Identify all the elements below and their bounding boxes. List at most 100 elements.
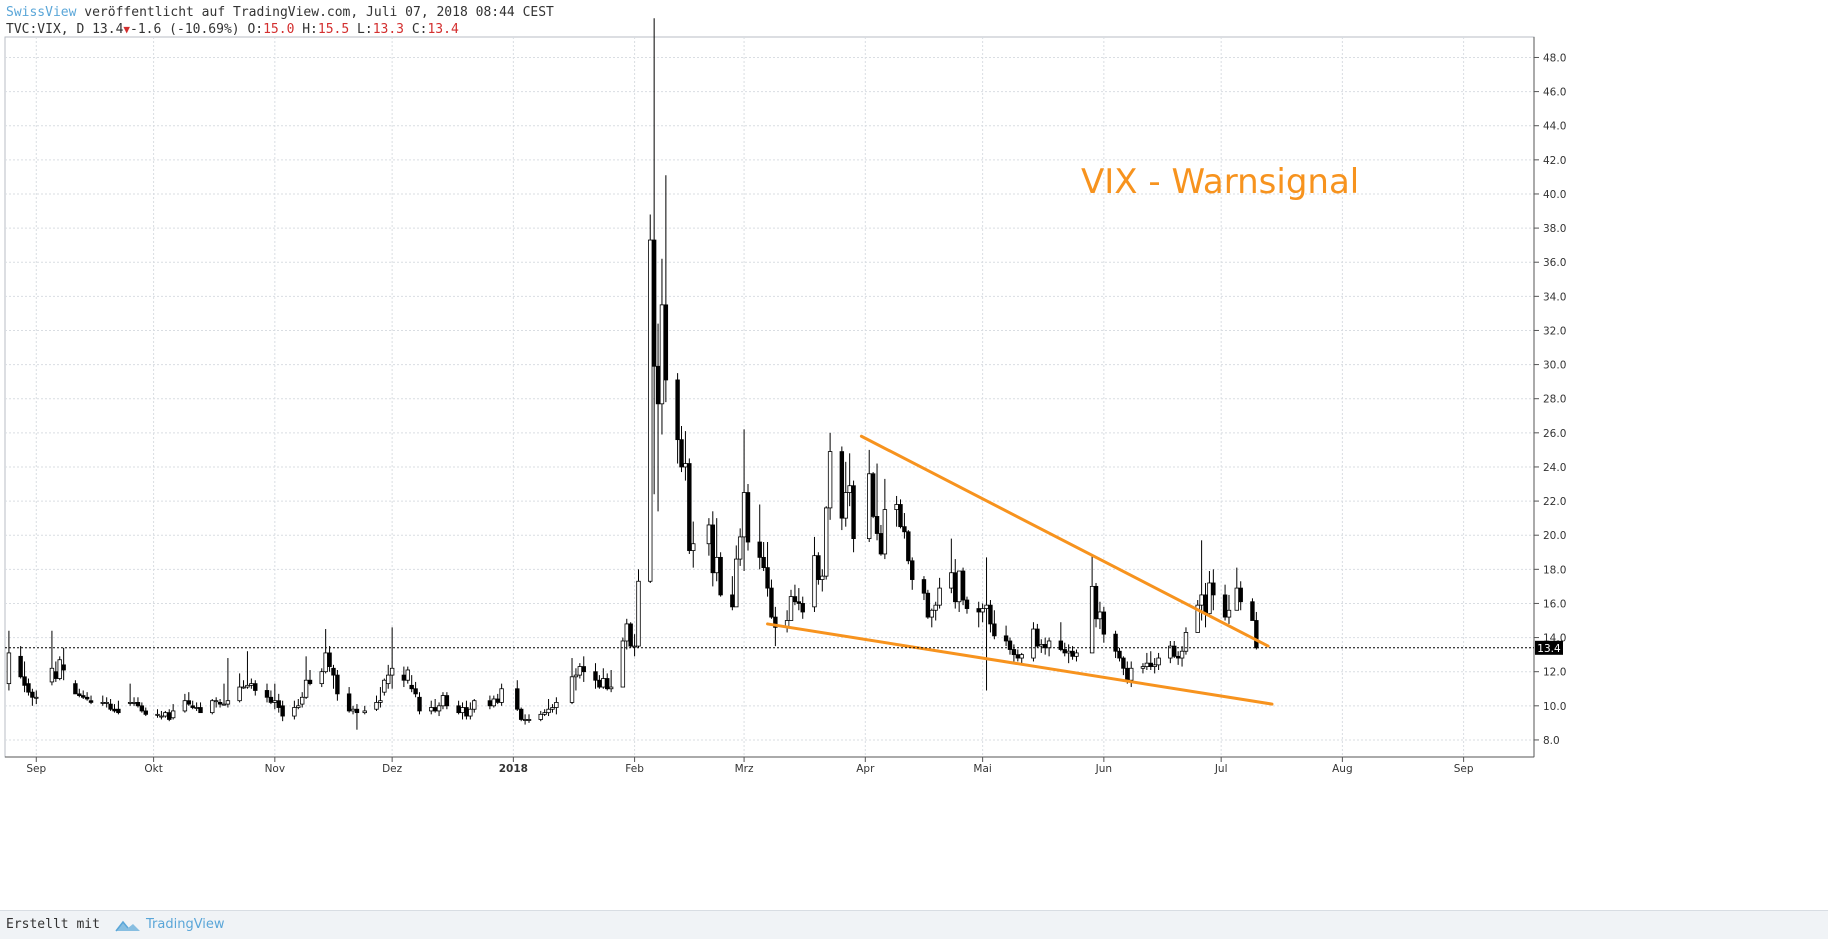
candle: [217, 698, 223, 708]
candle: [800, 596, 805, 619]
candle: [796, 588, 802, 611]
x-tick-label: Nov: [265, 763, 286, 775]
candle: [933, 601, 938, 621]
candles-layer: [6, 18, 1259, 730]
candle-body: [1207, 582, 1212, 615]
down-arrow-icon: ▼: [123, 23, 131, 36]
candle: [1117, 647, 1122, 662]
candle-body: [569, 676, 575, 703]
candle-body: [910, 560, 915, 580]
candle: [734, 545, 739, 608]
candle-body: [186, 700, 191, 705]
candle-body: [264, 690, 270, 698]
candle-body: [824, 507, 829, 577]
y-tick-label: 48.0: [1543, 52, 1566, 64]
candle-body: [1019, 654, 1024, 659]
candle-body: [127, 702, 133, 704]
tradingview-link[interactable]: TradingView: [146, 917, 225, 932]
candle: [1226, 594, 1232, 624]
candle: [648, 214, 653, 583]
candle-body: [1234, 587, 1240, 611]
candle-body: [820, 575, 825, 580]
candle: [706, 518, 712, 556]
candle: [213, 697, 219, 708]
trendlines-layer: [766, 434, 1274, 706]
candle: [542, 709, 547, 717]
y-tick-label: 44.0: [1543, 121, 1566, 133]
low-value: 13.3: [372, 22, 404, 37]
candle-body: [550, 707, 555, 710]
candle-body: [346, 693, 352, 712]
author-link[interactable]: SwissView: [6, 5, 77, 20]
candle-body: [906, 531, 911, 562]
candle: [851, 480, 856, 553]
candle: [1015, 649, 1021, 662]
candle: [605, 673, 610, 691]
candle: [100, 695, 105, 706]
y-tick-label: 42.0: [1543, 155, 1566, 167]
y-tick-label: 46.0: [1543, 87, 1566, 99]
candle-body: [925, 592, 931, 618]
candle: [526, 714, 532, 723]
candle: [350, 705, 356, 715]
candle: [34, 690, 39, 705]
candle: [538, 710, 543, 722]
candle: [1203, 582, 1208, 628]
candle-body: [22, 676, 27, 686]
candle-body: [1195, 604, 1200, 633]
candle: [1168, 640, 1173, 664]
candle-body: [788, 596, 794, 621]
candle-body: [1199, 594, 1204, 606]
candle-body: [675, 379, 680, 441]
candle: [1019, 652, 1024, 664]
candle-body: [73, 683, 78, 695]
plot-frame: [4, 36, 1535, 758]
candle-body: [104, 702, 109, 704]
candle-body: [389, 667, 395, 676]
candle: [1172, 640, 1177, 659]
candle: [296, 698, 301, 710]
candle: [1101, 606, 1107, 643]
candle: [268, 690, 274, 705]
candle: [194, 702, 199, 711]
candle-body: [1226, 609, 1232, 618]
candle-body: [988, 604, 993, 625]
candle-body: [628, 623, 633, 647]
candle: [910, 557, 915, 590]
candle-body: [812, 555, 817, 608]
candle: [788, 589, 794, 621]
close-label: C:: [411, 22, 428, 37]
candle-body: [933, 604, 938, 611]
publish-line: SwissView veröffentlicht auf TradingView…: [6, 4, 554, 21]
candle: [1222, 584, 1228, 621]
candle: [824, 506, 829, 580]
y-tick-label: 8.0: [1543, 735, 1560, 747]
candle-body: [1254, 620, 1259, 649]
candle-body: [237, 686, 242, 702]
candle: [1211, 569, 1216, 611]
candle: [761, 542, 766, 572]
candle-body: [155, 713, 160, 716]
candle: [1062, 642, 1067, 657]
x-tick-label: Sep: [1454, 763, 1474, 775]
candle-body: [554, 702, 559, 708]
candlestick-chart[interactable]: 8.010.012.014.016.018.020.022.024.026.02…: [0, 0, 1828, 910]
candle: [221, 683, 227, 706]
candle: [163, 710, 168, 718]
candle: [1035, 623, 1040, 648]
candle: [409, 675, 414, 693]
candle-body: [378, 700, 383, 703]
candle: [6, 630, 12, 691]
candle: [882, 478, 888, 560]
candle: [569, 658, 575, 705]
candle-body: [601, 678, 606, 688]
candle-body: [1003, 635, 1009, 642]
candle: [253, 680, 258, 696]
candle-body: [245, 684, 250, 688]
candle: [730, 576, 735, 611]
candle: [374, 695, 379, 711]
candle-body: [515, 688, 520, 710]
candle-body: [542, 712, 547, 715]
candle: [765, 542, 770, 597]
candle-body: [49, 667, 55, 683]
